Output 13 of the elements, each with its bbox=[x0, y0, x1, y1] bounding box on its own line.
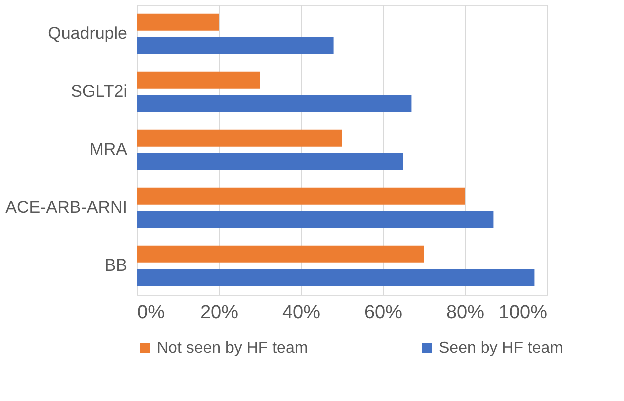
x-tick-label: 80% bbox=[446, 302, 485, 324]
x-tick-label: 40% bbox=[282, 302, 321, 324]
y-tick-label: SGLT2i bbox=[71, 82, 128, 101]
x-tick-label: 20% bbox=[200, 302, 239, 324]
x-tick-label: 100% bbox=[498, 302, 548, 324]
legend-label: Seen by HF team bbox=[439, 340, 564, 357]
x-tick-label: 0% bbox=[138, 302, 166, 324]
legend-label: Not seen by HF team bbox=[157, 340, 308, 357]
x-tick-label: 60% bbox=[364, 302, 403, 324]
y-tick-label: MRA bbox=[90, 140, 128, 159]
y-tick-label: ACE-ARB-ARNI bbox=[6, 198, 128, 217]
y-tick-label: Quadruple bbox=[48, 24, 128, 43]
y-tick-label: BB bbox=[104, 256, 128, 275]
